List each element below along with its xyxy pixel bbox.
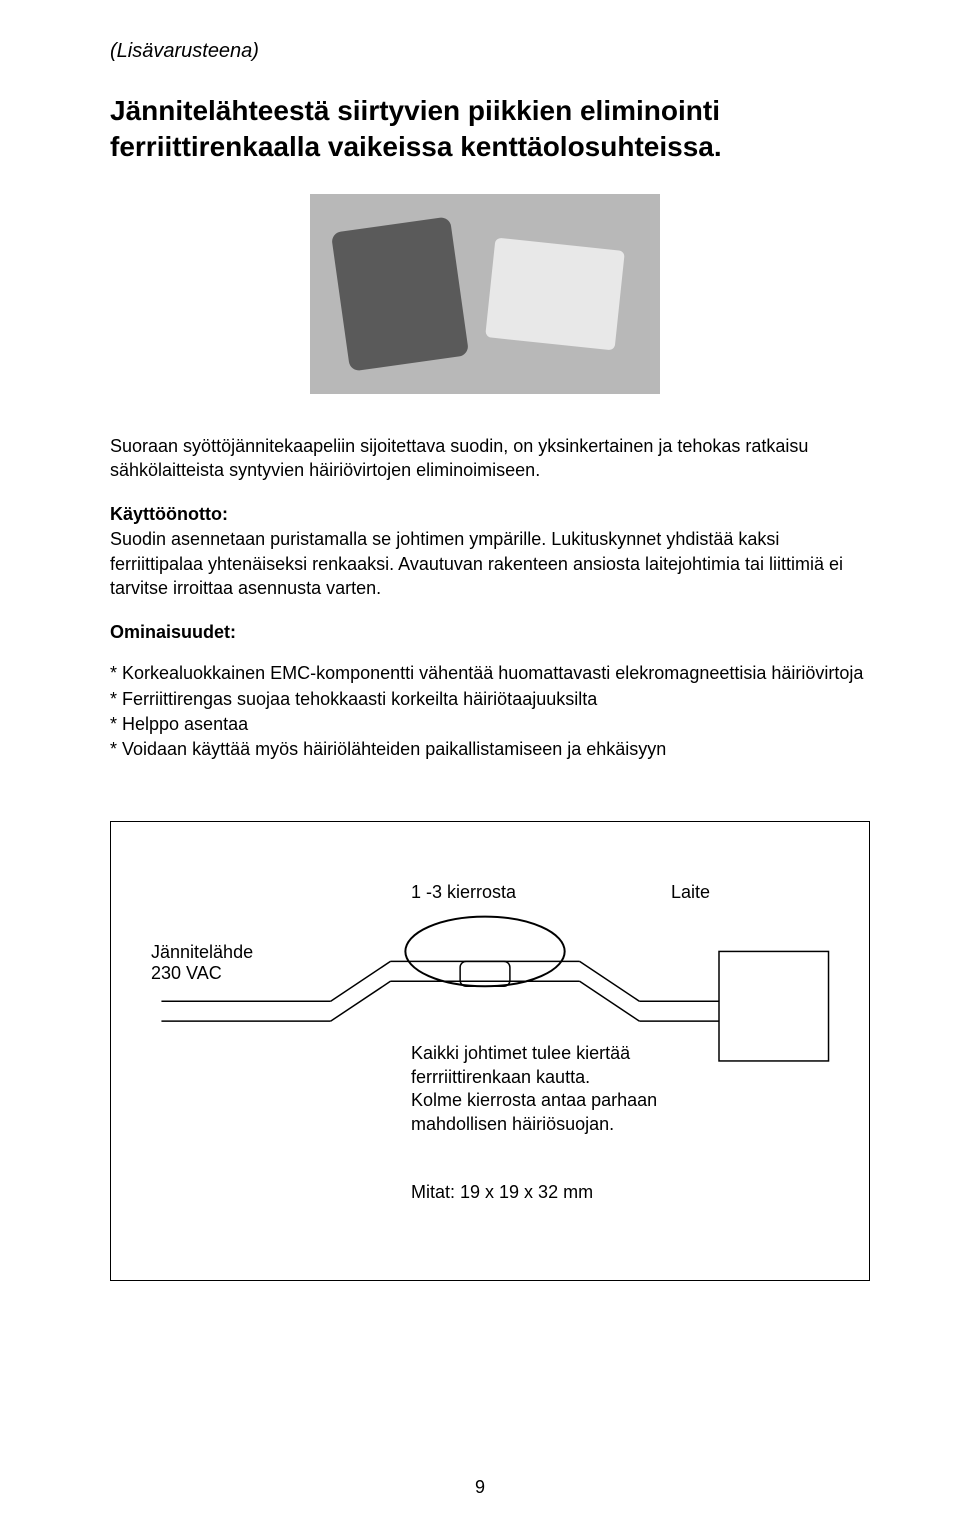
features-heading: Ominaisuudet: [110, 622, 870, 643]
source-label-line2: 230 VAC [151, 963, 222, 983]
usage-heading: Käyttöönotto: [110, 504, 870, 525]
dimensions-label: Mitat: 19 x 19 x 32 mm [411, 1182, 593, 1203]
page-number: 9 [0, 1477, 960, 1498]
device-label: Laite [671, 882, 710, 903]
turns-label: 1 -3 kierrosta [411, 882, 516, 903]
diagram-note: Kaikki johtimet tulee kiertää ferrriitti… [411, 1042, 657, 1136]
diagram-note-line: Kaikki johtimet tulee kiertää [411, 1043, 630, 1063]
feature-item: * Ferriittirengas suojaa tehokkaasti kor… [110, 687, 870, 711]
feature-list: * Korkealuokkainen EMC-komponentti vähen… [110, 661, 870, 761]
source-label: Jännitelähde 230 VAC [151, 942, 253, 984]
diagram-note-line: Kolme kierrosta antaa parhaan [411, 1090, 657, 1110]
heading-line-2: ferriittirenkaalla vaikeissa kenttäolosu… [110, 131, 722, 162]
page-title: Jännitelähteestä siirtyvien piikkien eli… [110, 93, 870, 166]
intro-paragraph: Suoraan syöttöjännitekaapeliin sijoitett… [110, 434, 870, 483]
feature-item: * Helppo asentaa [110, 712, 870, 736]
diagram-note-line: mahdollisen häiriösuojan. [411, 1114, 614, 1134]
source-label-line1: Jännitelähde [151, 942, 253, 962]
feature-item: * Korkealuokkainen EMC-komponentti vähen… [110, 661, 870, 685]
accessory-note: (Lisävarusteena) [110, 40, 870, 63]
heading-line-1: Jännitelähteestä siirtyvien piikkien eli… [110, 95, 720, 126]
feature-item: * Voidaan käyttää myös häiriölähteiden p… [110, 737, 870, 761]
usage-body: Suodin asennetaan puristamalla se johtim… [110, 527, 870, 600]
diagram-note-line: ferrriittirenkaan kautta. [411, 1067, 590, 1087]
product-photo [310, 194, 660, 394]
wiring-diagram: 1 -3 kierrosta Laite Jännitelähde 230 VA… [110, 821, 870, 1281]
